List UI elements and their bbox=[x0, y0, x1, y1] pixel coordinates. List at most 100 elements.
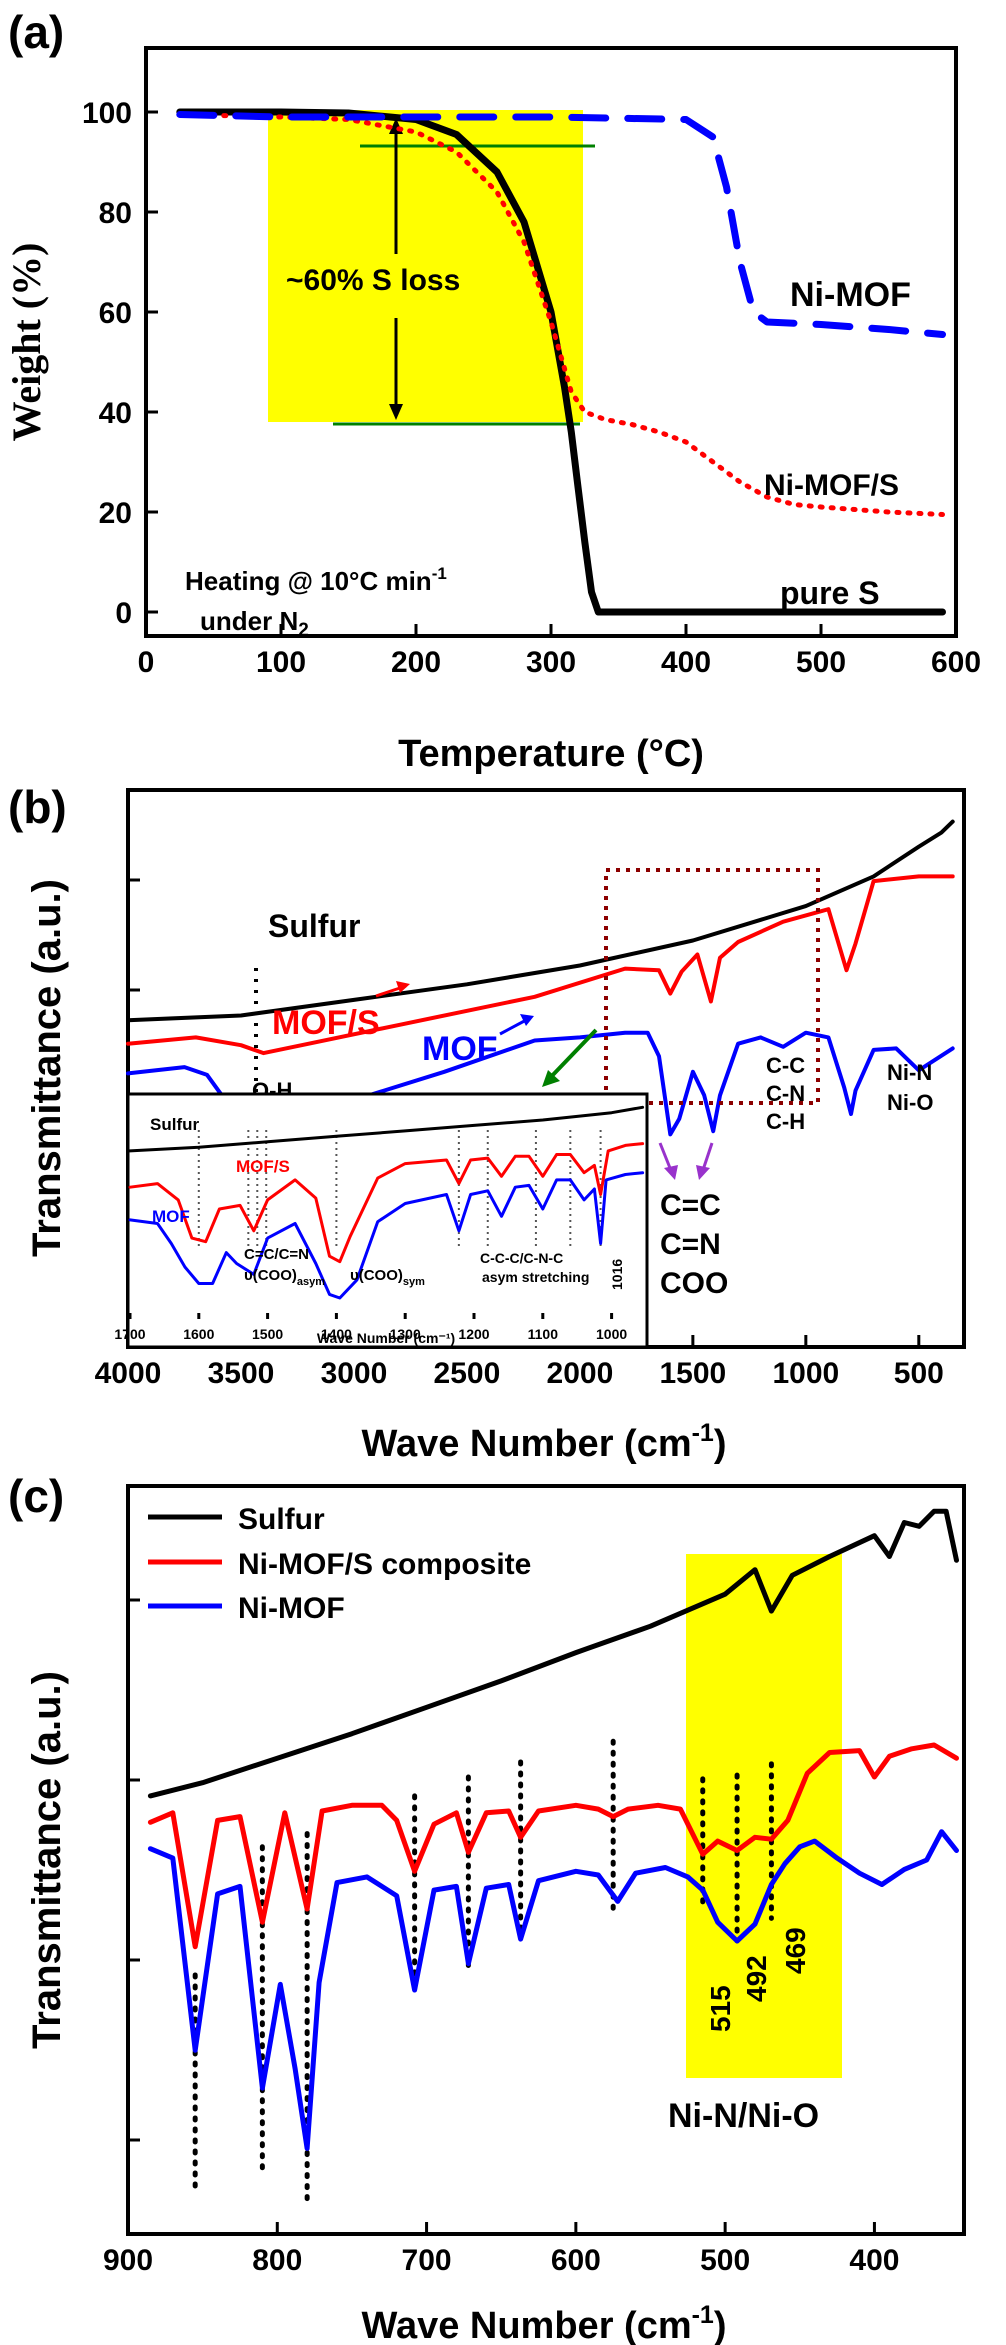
panel-b-x-axis-label: Wave Number (cm-1) bbox=[361, 1419, 726, 1465]
panel-a-x-axis-label: Temperature (°C) bbox=[398, 733, 704, 775]
panel-b-inset-x-tick-label: 1600 bbox=[183, 1326, 214, 1342]
panel-a-axes: 0 100 200 300 400 500 600 0 20 40 60 80 100 bbox=[82, 97, 981, 679]
panel-a-series-ni-mof bbox=[176, 111, 946, 338]
panel-a-series-ni-mof-s bbox=[177, 112, 945, 517]
panel-b-green-arrow bbox=[546, 1028, 598, 1082]
panel-c-label-515: 515 bbox=[705, 1985, 736, 2032]
panel-b-inset-series-mof bbox=[128, 1171, 645, 1300]
panel-b-inset-series-group bbox=[128, 1105, 645, 1300]
panel-b-green-arrowhead bbox=[542, 1070, 560, 1087]
panel-c-series-ni-mof-s-composite bbox=[147, 1742, 959, 1950]
panel-b-inset-x-tick-label: 1200 bbox=[458, 1326, 489, 1342]
panel-c-yellow-highlight bbox=[686, 1554, 842, 2078]
panel-b-label-ni-o: Ni-O bbox=[887, 1090, 933, 1115]
panel-b-series-sulfur bbox=[126, 819, 955, 1023]
panel-b-label-mof: MOF bbox=[422, 1030, 498, 1068]
panel-c-legend: Sulfur Ni-MOF/S composite Ni-MOF bbox=[148, 1503, 531, 1625]
panel-b-x-tick-label: 2000 bbox=[547, 1357, 614, 1390]
panel-b-inset-label-sulfur: Sulfur bbox=[150, 1115, 199, 1134]
panel-a-letter: (a) bbox=[8, 6, 64, 58]
panel-c-x-axis-label: Wave Number (cm-1) bbox=[361, 2301, 726, 2345]
panel-b-arrowhead-mof bbox=[520, 1014, 534, 1026]
panel-b-x-tick-label: 500 bbox=[894, 1357, 944, 1390]
panel-b-inset-label-mof-s: MOF/S bbox=[236, 1157, 290, 1176]
panel-a-x-tick-label: 200 bbox=[391, 646, 441, 679]
panel-b-inset-x-tick-label: 1400 bbox=[321, 1326, 352, 1342]
panel-c-x-tick-label: 700 bbox=[402, 2244, 452, 2277]
panel-b-series-mof-s bbox=[126, 874, 955, 1056]
panel-c-label-492: 492 bbox=[741, 1955, 772, 2002]
panel-a-y-tick-label: 100 bbox=[82, 97, 132, 130]
panel-c-series-group bbox=[147, 1508, 959, 2151]
panel-b-x-tick-label: 2500 bbox=[434, 1357, 501, 1390]
panel-c-ftir-chart: (c) 900 800 700 600 500 400 Sulfur Ni-MOF/S c… bbox=[8, 1470, 966, 2345]
panel-b-inset-x-tick-label: 1000 bbox=[596, 1326, 627, 1342]
panel-b-inset-series-mof-s bbox=[128, 1142, 645, 1264]
panel-b-label-ni-n: Ni-N bbox=[887, 1060, 932, 1085]
panel-c-x-tick-label: 600 bbox=[551, 2244, 601, 2277]
panel-c-x-tick-label: 800 bbox=[252, 2244, 302, 2277]
panel-a-x-tick-label: 100 bbox=[256, 646, 306, 679]
panel-c-x-tick-label: 400 bbox=[849, 2244, 899, 2277]
panel-a-tga-chart: (a) ~60% S loss 0 100 200 300 400 500 600 0 20 40… bbox=[4, 6, 981, 775]
panel-b-arrowhead-mof-s bbox=[396, 981, 410, 993]
panel-a-series-pure-s bbox=[176, 108, 946, 616]
panel-b-purple-arrowhead-1 bbox=[664, 1165, 678, 1180]
panel-b-inset-label-peak3b: asym stretching bbox=[482, 1269, 589, 1285]
panel-b-label-cc: C-C bbox=[766, 1053, 805, 1078]
panel-a-heating-line2: under N2 bbox=[200, 606, 309, 641]
panel-b-inset-x-tick-label: 1700 bbox=[114, 1326, 145, 1342]
panel-b-inset-label-peak2: υ(COO)sym bbox=[350, 1267, 425, 1288]
panel-c-letter: (c) bbox=[8, 1470, 64, 1522]
panel-c-legend-label-ni-mof: Ni-MOF bbox=[238, 1592, 345, 1625]
panel-b-x-tick-label: 1500 bbox=[659, 1357, 726, 1390]
panel-a-label-pure-s: pure S bbox=[780, 575, 880, 611]
panel-a-series-group bbox=[176, 108, 946, 616]
panel-b-inset-series-sulfur bbox=[128, 1105, 645, 1153]
panel-b-inset-x-label: Wave Number (cm⁻¹) bbox=[317, 1330, 455, 1346]
panel-c-series-ni-mof bbox=[147, 1829, 959, 2151]
panel-b-inset-label-1016: 1016 bbox=[609, 1259, 625, 1290]
panel-c-label-ni-n-ni-o: Ni-N/Ni-O bbox=[668, 2097, 819, 2135]
panel-a-y-tick-label: 60 bbox=[99, 297, 132, 330]
panel-a-label-ni-mof-s: Ni-MOF/S bbox=[764, 469, 899, 502]
panel-b-x-tick-label: 4000 bbox=[95, 1357, 162, 1390]
panel-a-y-tick-label: 0 bbox=[115, 597, 132, 630]
panel-c-axes: 900 800 700 600 500 400 bbox=[103, 1598, 899, 2277]
panel-b-purple-arrowhead-2 bbox=[696, 1165, 710, 1180]
panel-b-label-sulfur: Sulfur bbox=[268, 908, 360, 944]
panel-a-heating-line1: Heating @ 10°C min-1 bbox=[185, 564, 447, 596]
panel-c-label-469: 469 bbox=[780, 1927, 811, 1974]
panel-a-x-tick-label: 0 bbox=[138, 646, 155, 679]
panel-b-inset-label-mof: MOF bbox=[152, 1207, 190, 1226]
panel-b-label-mof-s: MOF/S bbox=[272, 1004, 380, 1042]
panel-b-inset-label-peak1: C=C/C=N bbox=[244, 1246, 309, 1263]
panel-a-x-tick-label: 600 bbox=[931, 646, 981, 679]
panel-b-x-tick-label: 3000 bbox=[321, 1357, 388, 1390]
panel-b-inset-x-tick-label: 1300 bbox=[390, 1326, 421, 1342]
panel-a-y-axis-label: Weight (%) bbox=[4, 243, 49, 442]
panel-c-y-axis-label: Transmittance (a.u.) bbox=[25, 1671, 69, 2049]
panel-a-x-tick-label: 500 bbox=[796, 646, 846, 679]
panel-b-inset-x-tick-label: 1500 bbox=[252, 1326, 283, 1342]
panel-b-y-axis-label: Transmittance (a.u.) bbox=[25, 879, 69, 1257]
panel-c-legend-label-sulfur: Sulfur bbox=[238, 1503, 325, 1536]
panel-a-y-tick-label: 80 bbox=[99, 197, 132, 230]
panel-b-inset-axes: 1700 1600 1500 1400 1300 1200 1100 1000 bbox=[114, 1313, 627, 1342]
panel-b-inset-x-tick-label: 1100 bbox=[528, 1326, 559, 1342]
panel-b-ftir-chart: (b) 4000 3500 3000 2500 2000 1500 1000 500 Sulf… bbox=[8, 781, 966, 1465]
panel-a-x-tick-label: 400 bbox=[661, 646, 711, 679]
panel-b-label-c-c-double: C=C bbox=[660, 1189, 721, 1222]
panel-c-series-sulfur bbox=[147, 1508, 959, 1799]
panel-b-letter: (b) bbox=[8, 781, 67, 833]
panel-a-arrowhead-down bbox=[389, 404, 403, 420]
panel-b-label-ch: C-H bbox=[766, 1109, 805, 1134]
panel-b-inset: 1700 1600 1500 1400 1300 1200 1100 1000 Sulfur … bbox=[114, 1092, 649, 1349]
panel-b-inset-label-peak1b: υ(COO)asym bbox=[244, 1267, 325, 1288]
panel-b-axes: 4000 3500 3000 2500 2000 1500 1000 500 bbox=[95, 878, 944, 1390]
panel-a-y-tick-label: 40 bbox=[99, 397, 132, 430]
panel-b-inset-label-peak3: C-C-C/C-N-C bbox=[480, 1250, 563, 1266]
panel-c-x-tick-label: 900 bbox=[103, 2244, 153, 2277]
panel-c-legend-label-ni-mof-s: Ni-MOF/S composite bbox=[238, 1548, 531, 1581]
